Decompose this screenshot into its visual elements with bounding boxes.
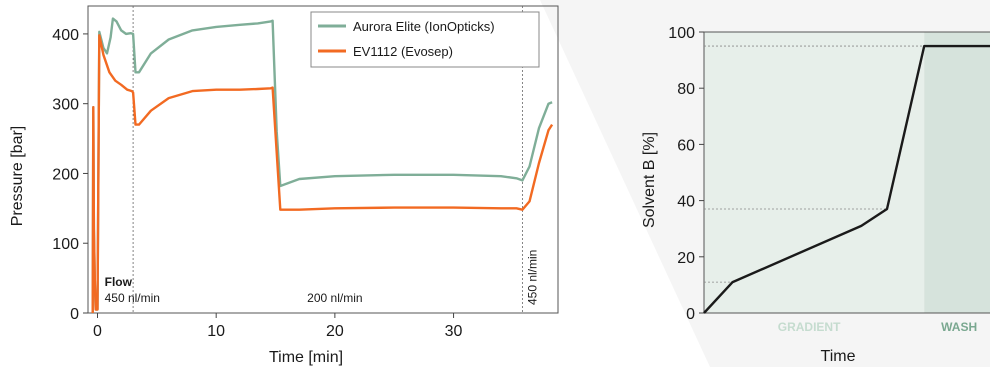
solvent-y-tick-label: 20 — [677, 250, 695, 267]
solvent-y-tick-label: 40 — [677, 194, 695, 211]
solvent-x-axis-label: Time — [821, 348, 856, 365]
series-line-ev1112 — [91, 34, 554, 314]
solvent-profile-line — [703, 44, 990, 314]
pressure-x-axis-label: Time [min] — [269, 349, 343, 366]
x-tick-label: 10 — [207, 323, 225, 340]
x-tick-label: 20 — [326, 323, 344, 340]
y-tick-label: 400 — [52, 27, 79, 44]
legend-box — [310, 11, 540, 68]
y-tick-label: 200 — [52, 166, 79, 183]
solvent-chart: Time Solvent B [%] GRADIENT WASH 0 20 40 60 80… — [641, 25, 990, 365]
flow-rate-label: 450 nl/min — [526, 250, 540, 305]
flow-rate-label: 200 nl/min — [307, 291, 362, 305]
y-tick-label: 0 — [70, 306, 79, 323]
y-tick-label: 300 — [52, 97, 79, 114]
pressure-plot-frame — [87, 5, 559, 314]
legend-label-aurora: Aurora Elite (IonOpticks) — [353, 19, 495, 34]
zone-wash — [924, 32, 990, 313]
flow-rate-label: 450 nl/min — [105, 291, 160, 305]
solvent-y-axis-label: Solvent B [%] — [641, 132, 658, 228]
x-tick-label: 0 — [93, 323, 102, 340]
legend-label-evosep: EV1112 (Evosep) — [353, 44, 453, 59]
legend: Aurora Elite (IonOpticks) EV1112 (Evosep… — [310, 11, 540, 68]
zone-gradient — [704, 32, 925, 313]
zone-label-gradient: GRADIENT — [778, 320, 841, 334]
solvent-y-tick-label: 60 — [677, 137, 695, 154]
flow-title: Flow — [105, 275, 133, 289]
pressure-chart: Time [min] Pressure [bar] Flow Aurora El… — [9, 5, 559, 366]
solvent-y-tick-label: 0 — [686, 306, 695, 323]
solvent-y-tick-label: 80 — [677, 81, 695, 98]
zone-label-wash: WASH — [941, 320, 977, 334]
pressure-y-axis-label: Pressure [bar] — [9, 126, 26, 226]
y-tick-label: 100 — [52, 236, 79, 253]
solvent-y-tick-label: 100 — [668, 25, 695, 42]
x-tick-label: 30 — [445, 323, 463, 340]
